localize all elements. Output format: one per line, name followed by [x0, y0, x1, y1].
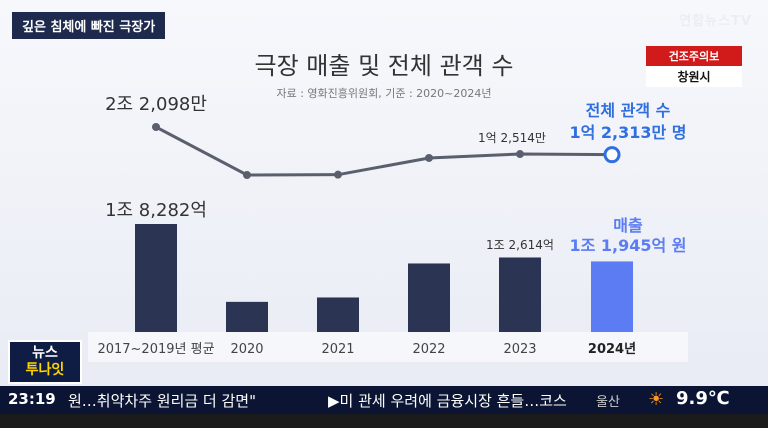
- sun-icon: ☀: [648, 389, 665, 410]
- program-badge: 뉴스 투나잇: [8, 340, 82, 384]
- category-label-2: 2021: [321, 342, 354, 357]
- bar-2: [317, 297, 359, 332]
- ticker-headline-1: 원…취약차주 원리금 더 감면": [68, 392, 257, 410]
- bottom-bar: [0, 414, 768, 428]
- axis-band: [88, 332, 688, 362]
- broadcaster-logo: 연합뉴스TV: [679, 14, 752, 29]
- warning-city: 창원시: [646, 66, 742, 87]
- badge-line2: 투나잇: [25, 362, 65, 378]
- bar-3: [408, 263, 450, 332]
- bar-series-name: 매출: [613, 216, 643, 235]
- bar-label-5: 1조 1,945억 원: [569, 236, 686, 255]
- line-label-0: 2조 2,098만: [105, 94, 207, 115]
- topic-tag: 깊은 침체에 빠진 극장가: [12, 12, 166, 39]
- news-ticker: 23:19 원…취약차주 원리금 더 감면" ▶미 관세 우려에 금융시장 흔들…: [0, 386, 768, 414]
- category-label-5: 2024년: [588, 342, 636, 357]
- temperature: 9.9℃: [676, 388, 730, 409]
- audience-line: [155, 125, 613, 177]
- line-label-5: 1억 2,313만 명: [569, 123, 686, 142]
- category-label-0: 2017~2019년 평균: [97, 342, 214, 357]
- bar-4: [499, 257, 541, 332]
- bar-0: [135, 224, 177, 332]
- line-point-1: [243, 171, 251, 179]
- chart-subtitle: 자료 : 영화진흥위원회, 기준 : 2020~2024년: [276, 87, 492, 100]
- category-label-1: 2020: [230, 342, 263, 357]
- line-point-3: [425, 153, 433, 162]
- warning-type: 건조주의보: [646, 46, 742, 66]
- chart-title: 극장 매출 및 전체 관객 수: [254, 52, 514, 80]
- bar-5: [591, 261, 633, 332]
- category-label-3: 2022: [412, 342, 445, 357]
- weather-city: 울산: [596, 395, 620, 410]
- line-point-5: [603, 146, 621, 164]
- bar-1: [226, 301, 268, 332]
- line-label-4: 1억 2,514만: [478, 131, 546, 145]
- line-point-0: [152, 123, 160, 131]
- line-series-name: 전체 관객 수: [586, 101, 671, 120]
- badge-line1: 뉴스: [32, 345, 58, 361]
- ticker-time: 23:19: [8, 390, 56, 408]
- bar-label-0: 1조 8,282억: [105, 200, 207, 221]
- category-label-4: 2023: [503, 342, 536, 357]
- line-point-4: [516, 150, 524, 159]
- line-point-2: [334, 170, 342, 179]
- ticker-headline-2: ▶미 관세 우려에 금융시장 흔들…코스: [328, 392, 567, 410]
- weather-warning: 건조주의보 창원시: [646, 46, 742, 87]
- bar-label-4: 1조 2,614억: [486, 238, 554, 252]
